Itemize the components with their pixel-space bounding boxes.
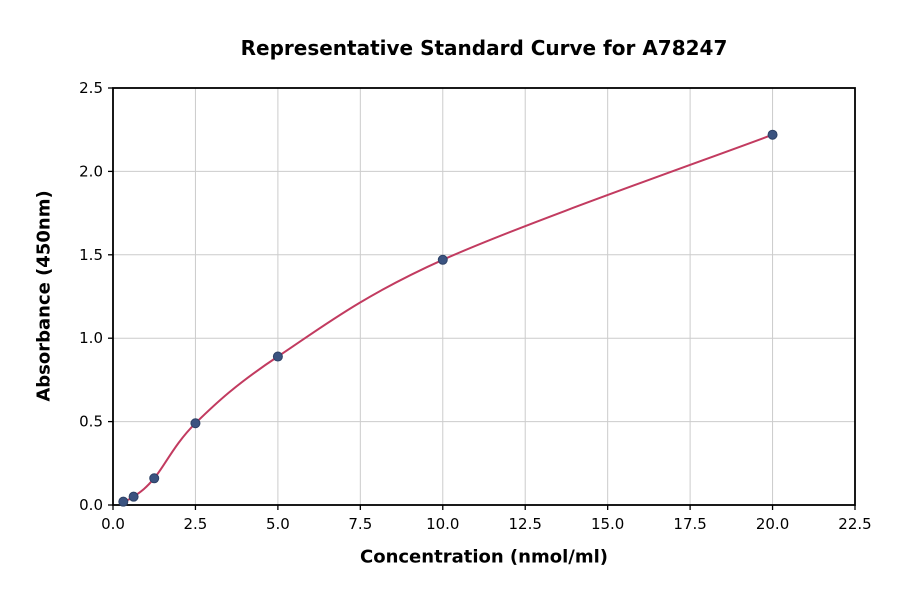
- y-tick-label: 0.0: [79, 496, 103, 514]
- x-tick-label: 20.0: [756, 515, 789, 533]
- fit-curve: [122, 133, 774, 503]
- x-tick-label: 7.5: [348, 515, 372, 533]
- data-point: [437, 254, 448, 265]
- y-axis-label: Absorbance (450nm): [33, 190, 55, 402]
- x-axis-label: Concentration (nmol/ml): [360, 546, 608, 568]
- data-point: [149, 473, 160, 484]
- data-point: [190, 418, 201, 429]
- data-point: [118, 496, 129, 507]
- y-tick-label: 1.5: [79, 246, 103, 264]
- data-point: [128, 491, 139, 502]
- data-point: [272, 351, 283, 362]
- x-tick-label: 10.0: [426, 515, 459, 533]
- x-tick-label: 5.0: [266, 515, 290, 533]
- chart-title: Representative Standard Curve for A78247: [240, 36, 728, 60]
- y-tick-label: 2.5: [79, 79, 103, 97]
- axes-border: [112, 87, 856, 506]
- y-tick-label: 0.5: [79, 413, 103, 431]
- x-tick-label: 0.0: [101, 515, 125, 533]
- y-tick-label: 1.0: [79, 329, 103, 347]
- x-tick-label: 22.5: [838, 515, 871, 533]
- x-tick-label: 17.5: [673, 515, 706, 533]
- x-tick-label: 12.5: [509, 515, 542, 533]
- x-tick-label: 2.5: [184, 515, 208, 533]
- y-tick-label: 2.0: [79, 162, 103, 180]
- data-point: [767, 129, 778, 140]
- x-tick-label: 15.0: [591, 515, 624, 533]
